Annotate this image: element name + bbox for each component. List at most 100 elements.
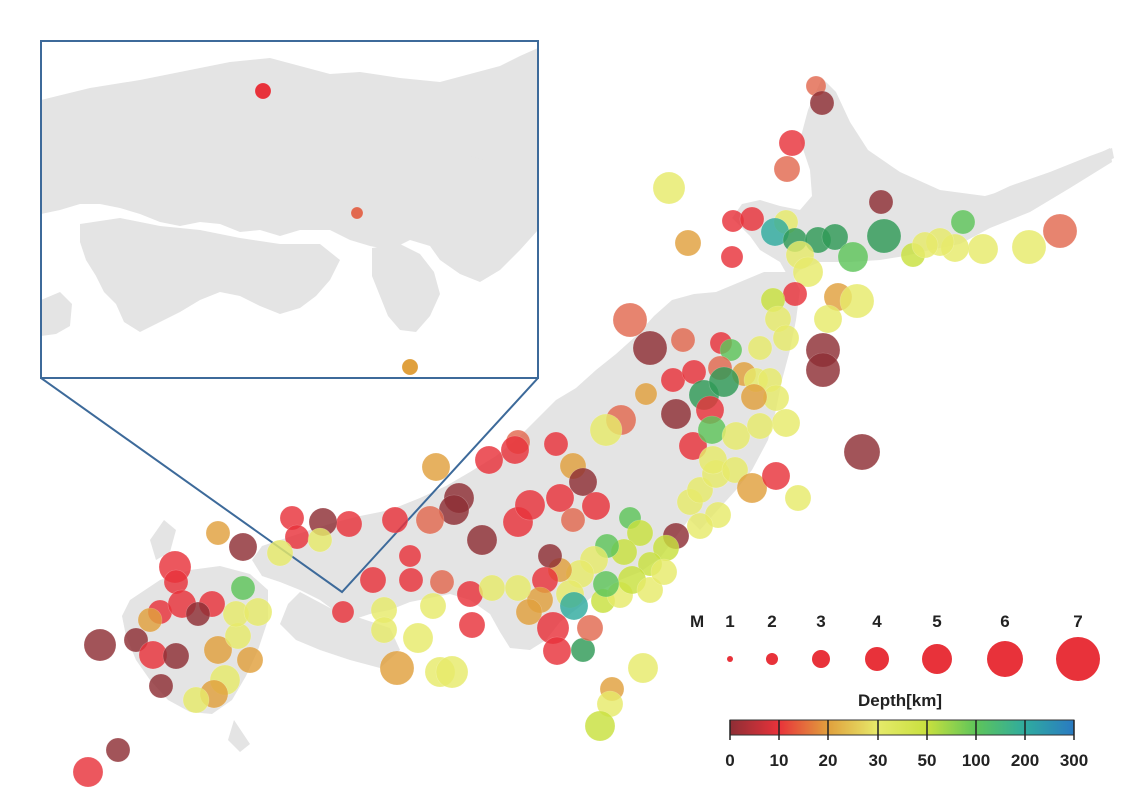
earthquake-marker [398,567,424,593]
earthquake-marker [429,569,455,595]
earthquake-marker [782,281,808,307]
earthquake-marker [784,484,812,512]
earthquake-marker [83,628,117,662]
earthquake-marker [205,520,231,546]
earthquake-marker [542,636,572,666]
earthquake-marker [537,543,563,569]
magnitude-label: 3 [816,612,825,631]
magnitude-label: 2 [767,612,776,631]
earthquake-marker [839,283,875,319]
earthquake-marker [650,558,678,586]
magnitude-label: 1 [725,612,734,631]
earthquake-marker [868,189,894,215]
earthquake-marker [746,412,774,440]
earthquake-marker [570,637,596,663]
earthquake-marker [545,483,575,513]
earthquake-marker [458,611,486,639]
earthquake-marker [359,566,387,594]
earthquake-marker [379,650,415,686]
earthquake-marker [805,352,841,388]
earthquake-markers [72,75,1078,788]
earthquake-marker [773,155,801,183]
earthquake-marker [415,505,445,535]
depth-legend-title: Depth[km] [858,691,942,710]
earthquake-marker [612,302,648,338]
earthquake-marker [435,655,469,689]
earthquake-marker [736,472,768,504]
earthquake-marker [182,686,210,714]
earthquake-marker [543,431,569,457]
depth-tick-label: 200 [1011,751,1039,770]
earthquake-marker [652,171,686,205]
earthquake-marker [720,245,744,269]
earthquake-marker [670,327,696,353]
earthquake-marker [660,398,692,430]
magnitude-label: 4 [872,612,882,631]
earthquake-marker [402,622,434,654]
earthquake-marker [740,383,768,411]
earthquake-marker [626,519,654,547]
earthquake-marker [627,652,659,684]
earthquake-marker [230,575,256,601]
earthquake-marker [761,461,791,491]
magnitude-size-symbol [812,650,830,668]
earthquake-marker [307,527,333,553]
magnitude-size-symbol [727,656,733,662]
magnitude-size-symbol [1056,637,1100,681]
earthquake-marker [335,510,363,538]
earthquake-marker [266,539,294,567]
earthquake-marker [843,433,881,471]
earthquake-marker [474,445,504,475]
depth-tick-label: 300 [1060,751,1088,770]
earthquake-marker [559,591,589,621]
inset-earthquake-marker [350,206,364,220]
magnitude-size-symbol [922,644,952,674]
earthquake-marker [419,592,447,620]
earthquake-marker [228,532,258,562]
depth-tick-label: 0 [725,751,734,770]
depth-legend: Depth[km] 0 10 20 30 50 100 200 300 [725,691,1088,770]
earthquake-marker [123,627,149,653]
earthquake-marker [660,367,686,393]
earthquake-marker [370,616,398,644]
earthquake-marker [500,435,530,465]
earthquake-marker [478,574,506,602]
inset-map [40,40,539,594]
earthquake-marker [243,597,273,627]
depth-color-bar: 0 10 20 30 50 100 200 300 [725,719,1088,770]
earthquake-marker [421,452,451,482]
earthquake-marker [162,642,190,670]
earthquake-marker [721,421,751,451]
earthquake-marker [1011,229,1047,265]
depth-tick-label: 10 [770,751,789,770]
earthquake-marker [589,413,623,447]
earthquake-marker [967,233,999,265]
earthquake-marker [821,223,849,251]
earthquake-marker [772,324,800,352]
earthquake-marker [576,614,604,642]
earthquake-marker [331,600,355,624]
earthquake-marker [560,507,586,533]
earthquake-marker [1042,213,1078,249]
earthquake-marker [105,737,131,763]
earthquake-marker [398,544,422,568]
earthquake-marker [809,90,835,116]
depth-gradient [729,719,1075,736]
earthquake-marker [236,646,264,674]
depth-tick-label: 100 [962,751,990,770]
earthquake-marker [381,506,409,534]
magnitude-size-symbol [987,641,1023,677]
inset-earthquake-marker [254,82,272,100]
earthquake-marker [592,570,620,598]
inset-earthquake-marker [401,358,419,376]
earthquake-marker [778,129,806,157]
earthquake-marker [792,256,824,288]
earthquake-marker [515,598,543,626]
magnitude-label: 5 [932,612,941,631]
depth-tick-label: 20 [819,751,838,770]
earthquake-marker [203,635,233,665]
magnitude-label: 6 [1000,612,1009,631]
earthquake-marker [674,229,702,257]
depth-tick-label: 50 [918,751,937,770]
earthquake-marker [719,338,743,362]
